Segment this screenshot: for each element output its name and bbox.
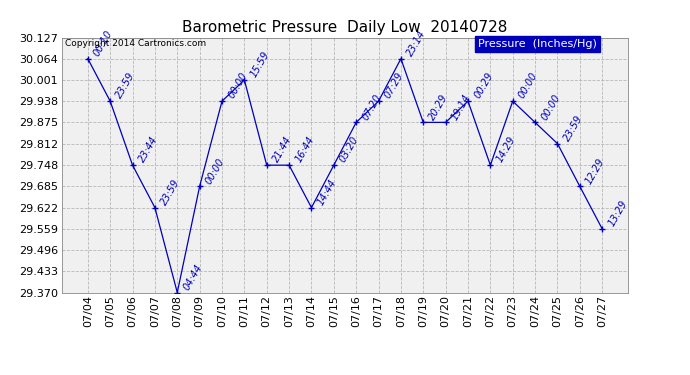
Text: 20:29: 20:29 bbox=[427, 92, 450, 122]
Text: 14:44: 14:44 bbox=[315, 177, 338, 207]
Text: 00:29: 00:29 bbox=[472, 71, 495, 100]
Text: 23:44: 23:44 bbox=[137, 135, 159, 164]
Text: 23:14: 23:14 bbox=[405, 28, 428, 58]
Text: Copyright 2014 Cartronics.com: Copyright 2014 Cartronics.com bbox=[65, 39, 206, 48]
Text: 04:44: 04:44 bbox=[181, 262, 204, 292]
Text: 07:20: 07:20 bbox=[360, 92, 383, 122]
Text: 00:00: 00:00 bbox=[204, 156, 226, 186]
Text: 23:59: 23:59 bbox=[562, 113, 584, 143]
Text: 14:29: 14:29 bbox=[495, 135, 518, 164]
Text: 16:44: 16:44 bbox=[293, 135, 316, 164]
Text: 23:59: 23:59 bbox=[159, 177, 182, 207]
Text: 03:20: 03:20 bbox=[338, 135, 361, 164]
Text: 15:59: 15:59 bbox=[248, 50, 271, 79]
Text: 00:00: 00:00 bbox=[517, 71, 540, 100]
Text: Pressure  (Inches/Hg): Pressure (Inches/Hg) bbox=[478, 39, 597, 49]
Text: 12:29: 12:29 bbox=[584, 156, 607, 186]
Text: 21:44: 21:44 bbox=[271, 135, 294, 164]
Text: 07:29: 07:29 bbox=[383, 71, 406, 100]
Text: 23:59: 23:59 bbox=[115, 71, 137, 100]
Text: 13:29: 13:29 bbox=[607, 199, 629, 228]
Text: 19:14: 19:14 bbox=[450, 92, 473, 122]
Text: 00:10: 00:10 bbox=[92, 28, 115, 58]
Text: 00:00: 00:00 bbox=[226, 71, 249, 100]
Title: Barometric Pressure  Daily Low  20140728: Barometric Pressure Daily Low 20140728 bbox=[182, 20, 508, 35]
Text: 00:00: 00:00 bbox=[540, 92, 562, 122]
